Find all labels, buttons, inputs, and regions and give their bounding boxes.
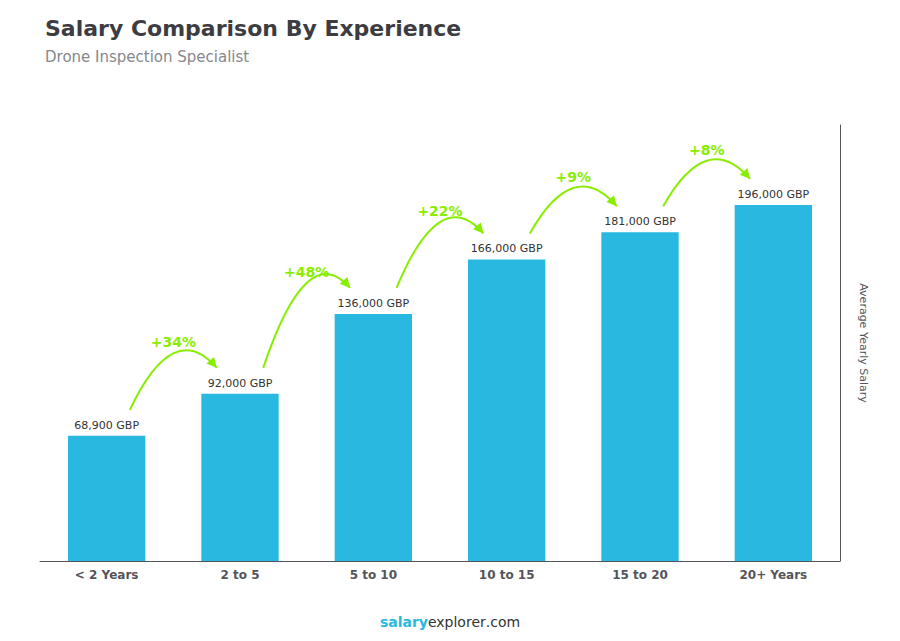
svg-text:5 to 10: 5 to 10: [350, 568, 397, 582]
svg-text:+22%: +22%: [417, 203, 462, 219]
svg-text:166,000 GBP: 166,000 GBP: [471, 242, 543, 255]
svg-text:2 to 5: 2 to 5: [220, 568, 259, 582]
svg-text:92,000 GBP: 92,000 GBP: [208, 377, 273, 390]
svg-text:68,900 GBP: 68,900 GBP: [74, 419, 139, 432]
svg-text:+9%: +9%: [556, 169, 592, 185]
svg-text:explorer: explorer: [428, 614, 486, 630]
svg-text:+8%: +8%: [689, 142, 725, 158]
svg-text:136,000 GBP: 136,000 GBP: [337, 297, 409, 310]
svg-text:Average Yearly Salary: Average Yearly Salary: [857, 283, 870, 403]
svg-text:181,000 GBP: 181,000 GBP: [604, 215, 676, 228]
svg-text:+48%: +48%: [284, 264, 329, 280]
svg-text:< 2 Years: < 2 Years: [75, 568, 139, 582]
svg-text:+34%: +34%: [151, 334, 196, 350]
svg-text:196,000 GBP: 196,000 GBP: [737, 188, 809, 201]
svg-text:15 to 20: 15 to 20: [612, 568, 668, 582]
svg-text:20+ Years: 20+ Years: [739, 568, 807, 582]
svg-text:10 to 15: 10 to 15: [479, 568, 535, 582]
svg-text:Drone Inspection Specialist: Drone Inspection Specialist: [45, 48, 249, 66]
svg-text:salary: salary: [380, 614, 428, 630]
svg-text:.com: .com: [486, 614, 520, 630]
svg-text:Salary Comparison By Experienc: Salary Comparison By Experience: [45, 16, 461, 41]
